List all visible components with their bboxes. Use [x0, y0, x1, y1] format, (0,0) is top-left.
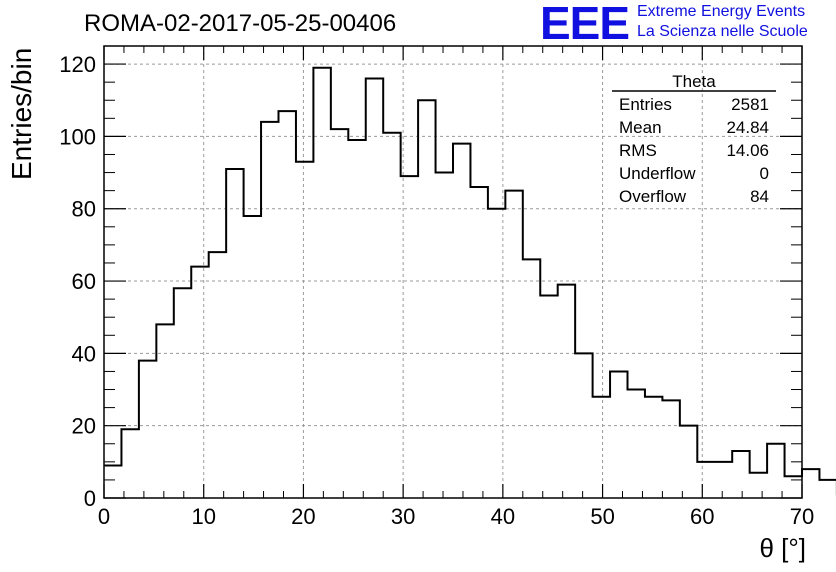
stats-value: 84: [750, 187, 769, 206]
y-tick-label: 0: [84, 486, 96, 511]
logo-line-2: La Scienza nelle Scuole: [637, 23, 808, 40]
histogram-bin: [732, 451, 749, 498]
stats-label: Overflow: [619, 187, 687, 206]
histogram-bin: [401, 176, 418, 498]
y-tick-label: 60: [72, 269, 96, 294]
grid-lines: [104, 46, 802, 498]
histogram-bin: [662, 400, 679, 498]
y-tick-labels: 0 20 40 60 80 100 120: [59, 52, 96, 511]
stats-label: Mean: [619, 118, 662, 137]
histogram-bin: [139, 361, 156, 498]
stats-label: Underflow: [619, 164, 696, 183]
histogram-bin: [436, 173, 453, 498]
stats-value: 2581: [731, 95, 769, 114]
histogram-bin: [470, 187, 487, 498]
histogram-bin: [680, 426, 697, 498]
histogram-bin: [715, 462, 732, 498]
x-tick-label: 10: [191, 504, 215, 529]
histogram-bin: [540, 296, 557, 498]
x-tick-label: 70: [790, 504, 814, 529]
x-tick-label: 50: [590, 504, 614, 529]
histogram-bin: [383, 133, 400, 498]
histogram-bin: [104, 465, 121, 498]
histogram-bin: [488, 209, 505, 498]
histogram-bin: [418, 100, 435, 498]
stats-value: 14.06: [726, 141, 769, 160]
x-tick-label: 60: [690, 504, 714, 529]
histogram-outline: [104, 66, 836, 496]
histogram-bin: [191, 267, 208, 498]
histogram-bin: [610, 371, 627, 498]
y-tick-label: 40: [72, 341, 96, 366]
x-tick-label: 0: [98, 504, 110, 529]
stats-label: RMS: [619, 141, 657, 160]
histogram-bin: [331, 129, 348, 498]
axis-ticks: [103, 45, 803, 499]
histogram-bin: [261, 122, 278, 498]
histogram-bin: [156, 324, 173, 498]
x-tick-label: 40: [491, 504, 515, 529]
histogram-bin: [313, 68, 330, 498]
histogram-bin: [453, 144, 470, 498]
x-tick-label: 20: [291, 504, 315, 529]
y-tick-label: 80: [72, 197, 96, 222]
x-axis-label: θ [°]: [759, 533, 806, 563]
stats-label: Entries: [619, 95, 672, 114]
histogram-bin: [819, 480, 836, 498]
stats-title: Theta: [672, 72, 716, 91]
histogram-bin: [174, 288, 191, 498]
histogram-bin: [785, 476, 802, 498]
histogram-bin: [121, 429, 138, 498]
histogram-bin: [348, 140, 365, 498]
x-tick-labels: 0 10 20 30 40 50 60 70: [98, 504, 814, 529]
histogram-bin: [575, 353, 592, 498]
histogram-bin: [750, 473, 767, 498]
histogram-bin: [767, 444, 784, 498]
histogram-bin: [593, 397, 610, 498]
histogram-bin: [628, 390, 645, 498]
plot-frame: [103, 45, 803, 499]
eee-logo: EEE: [540, 0, 630, 49]
stats-value: 0: [760, 164, 769, 183]
histogram-bin: [226, 169, 243, 498]
y-tick-label: 120: [59, 52, 96, 77]
histogram-bin: [505, 191, 522, 498]
histogram-bin: [209, 252, 226, 498]
y-tick-label: 100: [59, 124, 96, 149]
histogram-bin: [244, 216, 261, 498]
histogram-bin: [523, 259, 540, 498]
x-tick-label: 30: [391, 504, 415, 529]
stats-value: 24.84: [726, 118, 769, 137]
histogram-bin: [645, 397, 662, 498]
chart-title: ROMA-02-2017-05-25-00406: [84, 10, 397, 37]
histogram-bin: [279, 111, 296, 498]
y-tick-label: 20: [72, 414, 96, 439]
histogram-bin: [558, 285, 575, 498]
histogram-bin: [697, 462, 714, 498]
histogram-bin: [296, 162, 313, 498]
histogram-bin: [366, 79, 383, 498]
logo-line-1: Extreme Energy Events: [637, 3, 806, 20]
histogram-bin: [802, 469, 819, 498]
